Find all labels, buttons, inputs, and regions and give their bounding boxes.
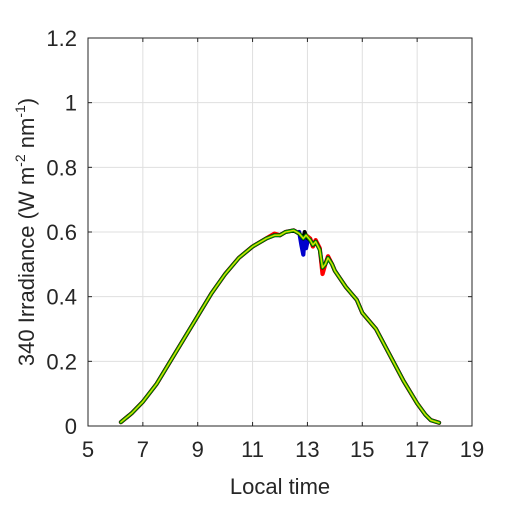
y-axis-label-suffix: ) — [14, 98, 39, 105]
x-tick-label: 11 — [241, 437, 264, 462]
x-tick-label: 9 — [192, 437, 204, 462]
y-tick-label: 0 — [65, 414, 77, 439]
y-tick-label: 1 — [65, 91, 77, 116]
x-tick-label: 15 — [350, 437, 374, 462]
y-axis-label-prefix: 340 Irradiance (W m — [14, 167, 39, 366]
x-axis-label: Local time — [230, 474, 330, 499]
y-axis-label-middle: nm — [14, 118, 39, 155]
series-line-blue — [297, 229, 310, 257]
y-tick-label: 0.8 — [46, 155, 77, 180]
x-tick-label: 5 — [82, 437, 94, 462]
series-line-yellow — [120, 229, 440, 424]
y-tick-label: 0.2 — [46, 349, 77, 374]
series-lines — [118, 228, 442, 425]
y-tick-label: 0.4 — [46, 285, 77, 310]
y-axis-label-sup-1: -2 — [12, 154, 28, 167]
y-axis-label: 340 Irradiance (W m-2 nm-1) — [12, 98, 39, 366]
x-tick-label: 13 — [295, 437, 319, 462]
y-tick-label: 1.2 — [46, 26, 77, 51]
x-tick-label: 19 — [460, 437, 484, 462]
y-axis-label-sup-2: -1 — [12, 105, 28, 118]
axis-ticks: 5 7 9 11 13 15 17 19 0 0.2 0.4 0.6 0.8 1 1.2 — [46, 26, 484, 462]
y-tick-label: 0.6 — [46, 220, 77, 245]
x-tick-label: 17 — [405, 437, 429, 462]
x-tick-label: 7 — [137, 437, 149, 462]
